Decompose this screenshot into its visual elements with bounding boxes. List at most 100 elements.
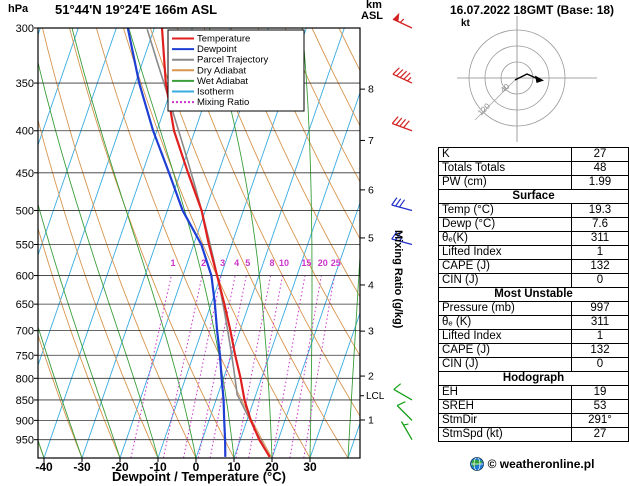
temperature-axis: -40 -30 -20 -10 0 10 20 30 — [35, 458, 317, 474]
km-unit-text: km — [366, 0, 382, 11]
dry-adiabat-line — [230, 28, 360, 298]
km-tick-label: 6 — [368, 184, 374, 196]
param-label: K — [438, 147, 572, 162]
dry-adiabat-line — [284, 28, 360, 183]
wet-adiabat-line — [38, 325, 83, 458]
temp-tick-label: -40 — [35, 460, 53, 474]
mixing-ratio-value-label: 15 — [301, 258, 311, 268]
legend-label: Isotherm — [197, 87, 234, 98]
param-label: CAPE (J) — [438, 343, 572, 358]
table-row: StmSpd (kt) 27 — [438, 427, 629, 442]
table-row: Dewp (°C) 7.6 — [438, 217, 629, 232]
param-value: 53 — [571, 399, 629, 414]
param-value: 0 — [571, 273, 629, 288]
temp-tick-label: -20 — [111, 460, 129, 474]
km-tick-label: 5 — [368, 232, 374, 244]
legend-label: Wet Adiabat — [197, 76, 248, 87]
legend-label: Dewpoint — [197, 44, 237, 55]
pressure-tick-label: 350 — [16, 78, 34, 90]
param-label: Lifted Index — [438, 245, 572, 260]
table-row: CIN (J) 0 — [438, 357, 629, 372]
km-tick-label: 8 — [368, 84, 374, 96]
pressure-tick-label: 650 — [16, 299, 34, 311]
pressure-unit-label: hPa — [8, 3, 29, 15]
wind-barb — [392, 122, 413, 132]
param-label: Dewp (°C) — [438, 217, 572, 232]
mixing-ratio-value-label: 20 — [318, 258, 328, 268]
table-section-header: Surface — [438, 189, 629, 204]
mixing-ratio-value-label: 2 — [201, 258, 206, 268]
dry-adiabat-line — [38, 333, 83, 458]
table-row: Lifted Index 1 — [438, 329, 629, 344]
pressure-tick-label: 300 — [16, 23, 34, 35]
param-value: 7.6 — [571, 217, 629, 232]
isotherm-line — [233, 91, 360, 458]
hodograph-ring-label: 120 — [476, 101, 492, 117]
pressure-axis: 300 350 400 450 500 550 600 650 700 750 800 850 900 9… — [16, 23, 360, 447]
param-label: StmSpd (kt) — [438, 427, 572, 442]
x-axis-label: Dewpoint / Temperature (°C) — [112, 469, 286, 484]
temp-tick-label: 20 — [265, 460, 279, 474]
temp-tick-label: 10 — [227, 460, 241, 474]
sounding-curves — [126, 28, 271, 458]
isotherm-line — [0, 28, 2, 458]
legend-label: Dry Adiabat — [197, 65, 246, 76]
wind-barb — [393, 388, 413, 401]
asl-unit-text: ASL — [361, 10, 383, 22]
km-asl-axis-label: km ASL — [361, 0, 383, 22]
lcl-label: LCL — [366, 391, 385, 402]
temp-tick-label: -10 — [149, 460, 167, 474]
table-row: Lifted Index 1 — [438, 245, 629, 260]
wind-barb — [392, 18, 413, 29]
table-row: Totals Totals 48 — [438, 161, 629, 176]
table-row: CAPE (J) 132 — [438, 343, 629, 358]
parameters-table: K 27 Totals Totals 48 PW (cm) 1.99 Surface Temp… — [438, 147, 629, 442]
globe-icon — [469, 457, 484, 471]
table-row: SREH 53 — [438, 399, 629, 414]
dewpoint-curve — [126, 28, 227, 457]
param-label: Totals Totals — [438, 161, 572, 176]
wind-barb — [396, 405, 413, 421]
mixing-ratio-value-label: 25 — [331, 258, 341, 268]
skewt-diagram: 3003504004505005506006507007508008509009… — [0, 12, 413, 474]
param-value: 997 — [571, 301, 629, 316]
temp-tick-label: 0 — [193, 460, 200, 474]
km-tick-label: 2 — [368, 371, 374, 383]
param-value: 27 — [571, 427, 629, 442]
param-value: 1.99 — [571, 175, 629, 190]
table-row: EH 19 — [438, 385, 629, 400]
table-row: θₑ(K) 311 — [438, 231, 629, 246]
mixing-ratio-line — [272, 275, 306, 458]
table-row: CIN (J) 0 — [438, 273, 629, 288]
param-value: 27 — [571, 147, 629, 162]
table-section-header: Most Unstable — [438, 287, 629, 302]
copyright-text: © weatheronline.pl — [487, 457, 595, 471]
datetime-title: 16.07.2022 18GMT (Base: 18) — [449, 3, 615, 17]
param-label: EH — [438, 385, 572, 400]
mixing-ratio-value-label: 8 — [270, 258, 275, 268]
hodograph: 40 120 kt — [457, 16, 597, 142]
isotherm-line — [271, 201, 360, 458]
temp-tick-label: -30 — [73, 460, 91, 474]
param-label: SREH — [438, 399, 572, 414]
param-label: CIN (J) — [438, 273, 572, 288]
pressure-tick-label: 950 — [16, 435, 34, 447]
mixing-ratio-value-label: 3 — [220, 258, 225, 268]
param-value: 132 — [571, 259, 629, 274]
dry-adiabat-line — [257, 28, 360, 240]
legend-label: Mixing Ratio — [197, 97, 249, 108]
wind-barbs — [391, 12, 413, 441]
param-value: 132 — [571, 343, 629, 358]
table-row: CAPE (J) 132 — [438, 259, 629, 274]
table-row: StmDir 291° — [438, 413, 629, 428]
param-value: 0 — [571, 357, 629, 372]
hodograph-trace — [514, 73, 538, 81]
pressure-tick-label: 600 — [16, 271, 34, 283]
table-row: Temp (°C) 19.3 — [438, 203, 629, 218]
param-label: Pressure (mb) — [438, 301, 572, 316]
temp-tick-label: 30 — [303, 460, 317, 474]
mixing-ratio-value-label: 5 — [245, 258, 250, 268]
param-label: CIN (J) — [438, 357, 572, 372]
